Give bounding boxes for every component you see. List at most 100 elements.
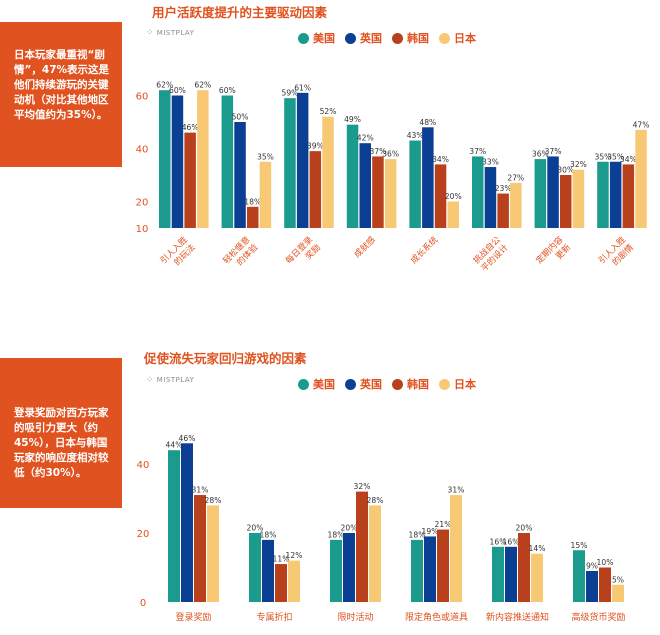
data-label: 5% [612, 575, 624, 584]
data-label: 33% [482, 158, 499, 167]
data-label: 16% [490, 537, 507, 546]
data-label: 35% [607, 152, 624, 161]
data-label: 37% [545, 147, 562, 156]
bar [343, 533, 355, 602]
legend-label-jp: 日本 [454, 378, 476, 391]
bar [411, 539, 423, 602]
bar [518, 533, 530, 602]
data-label: 43% [407, 131, 424, 140]
legend-label-kr: 韩国 [407, 378, 429, 391]
y-tick-label: 40 [136, 145, 149, 156]
data-label: 48% [419, 118, 436, 127]
data-label: 18% [409, 530, 426, 539]
data-label: 50% [232, 113, 249, 122]
bar [573, 550, 585, 602]
bar [194, 495, 206, 602]
legend-dot-us [298, 32, 309, 44]
insight-callout: 登录奖励对西方玩家的吸引力更大（约45%），日本与韩国玩家的响应度相对较低（约3… [0, 358, 122, 508]
data-label: 42% [357, 134, 374, 143]
bar [221, 95, 234, 228]
data-label: 59% [282, 89, 299, 98]
legend-item-uk: 英国 [345, 376, 382, 392]
bar [249, 533, 261, 602]
chart-panel-return: 登录奖励对西方玩家的吸引力更大（约45%），日本与韩国玩家的响应度相对较低（约3… [0, 318, 660, 635]
category-label-group: 成就感 [352, 234, 378, 260]
data-label: 20% [516, 524, 533, 533]
bar [247, 206, 259, 228]
data-label: 32% [570, 160, 587, 169]
data-label: 10% [597, 558, 614, 567]
data-label: 34% [620, 155, 637, 164]
bar [635, 129, 647, 228]
data-label: 28% [205, 496, 222, 505]
bar [288, 560, 300, 602]
brand-text: MISTPLAY [156, 376, 195, 384]
data-label: 31% [192, 486, 209, 495]
category-label: 限定角色或道具 [405, 611, 468, 623]
category-label-group: 成长系统 [408, 234, 440, 266]
bar [599, 567, 611, 602]
brand-logo: ⁘ MISTPLAY [146, 375, 194, 385]
data-label: 31% [448, 486, 465, 495]
brand-logo: ⁘ MISTPLAY [146, 28, 194, 38]
legend-label-kr: 韩国 [407, 32, 429, 45]
legend-dot-jp [439, 32, 450, 44]
data-label: 16% [503, 537, 520, 546]
bar [296, 92, 309, 228]
y-tick-label: 40 [137, 460, 150, 471]
data-label: 23% [495, 184, 512, 193]
data-label: 32% [354, 482, 371, 491]
category-label: 专属折扣 [256, 611, 292, 623]
insight-callout: 日本玩家最重视“剧情”，47%表示这是他们持续游玩的关键动机（对比其他地区平均值… [0, 22, 122, 167]
data-label: 44% [166, 441, 183, 450]
bar [534, 159, 547, 228]
data-label: 9% [586, 561, 598, 570]
bar [547, 156, 559, 228]
legend-dot-kr [392, 32, 403, 44]
legend-item-jp: 日本 [439, 376, 476, 392]
data-label: 20% [247, 524, 264, 533]
y-tick-label: 20 [137, 529, 150, 540]
legend-item-uk: 英国 [345, 30, 382, 46]
data-label: 21% [435, 520, 452, 529]
data-label: 28% [367, 496, 384, 505]
data-label: 61% [294, 83, 311, 92]
data-label: 18% [328, 530, 345, 539]
data-label: 11% [273, 555, 290, 564]
bar [437, 529, 449, 602]
data-label: 37% [370, 147, 387, 156]
category-label: 登录奖励 [175, 611, 211, 623]
bar [356, 491, 368, 602]
data-label: 37% [469, 147, 486, 156]
data-label: 35% [595, 152, 612, 161]
bar [384, 159, 397, 228]
chart-panel-engagement: 日本玩家最重视“剧情”，47%表示这是他们持续游玩的关键动机（对比其他地区平均值… [0, 5, 649, 274]
bar [284, 98, 296, 229]
bar [492, 546, 504, 602]
bar [322, 116, 334, 228]
bar [159, 90, 171, 228]
brand-mark-icon: ⁘ [146, 375, 155, 385]
bar [262, 539, 274, 602]
data-label: 36% [532, 150, 549, 159]
bar [572, 169, 585, 228]
bar [472, 156, 484, 228]
bar [612, 584, 624, 602]
bar [447, 201, 459, 228]
bar [234, 122, 246, 228]
legend-label-uk: 英国 [360, 32, 382, 45]
data-label: 15% [571, 541, 588, 550]
data-label: 46% [182, 123, 199, 132]
data-label: 34% [432, 155, 449, 164]
bar [622, 164, 635, 228]
data-label: 18% [260, 530, 277, 539]
legend-dot-kr [392, 378, 403, 390]
bar [275, 564, 287, 602]
legend-dot-uk [345, 378, 356, 390]
legend-label-uk: 英国 [360, 378, 382, 391]
bar [505, 546, 517, 602]
